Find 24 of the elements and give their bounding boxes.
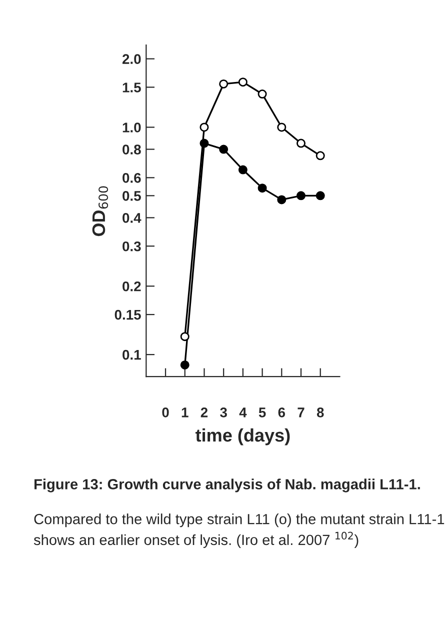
x-tick-label: 7 [298, 408, 304, 418]
y-tick-label: 0.1 [122, 350, 141, 360]
y-tick-label: 0.15 [114, 310, 141, 320]
y-axis-title: OD$_{600}$ [92, 186, 108, 236]
y-tick-label: 1.0 [122, 122, 141, 132]
y-tick-label: 0.5 [122, 191, 141, 201]
y-tick-label: 2.0 [122, 54, 141, 64]
y-tick-label: 0.6 [122, 173, 141, 183]
x-tick-label: 6 [278, 408, 286, 418]
text: Compared to the wild type strain L11 (o) the mutant strain L11-1 shows an earlier onset of lysis. (Iro et al. 2007 $^{102}$) [34, 514, 444, 548]
y-tick-label: 0.8 [122, 144, 141, 154]
x-tick-label: 2 [200, 408, 208, 418]
x-tick-label: 3 [220, 408, 227, 418]
x-tick-label: 0 [162, 408, 169, 418]
y-tick-label: 0.2 [122, 281, 141, 292]
y-tick-label: 0.4 [122, 213, 142, 223]
x-tick-label: 5 [258, 408, 266, 418]
x-axis-title: time (days) [196, 428, 290, 446]
caption: Figure 13: Growth curve analysis of Nab. magadii L11-1. [34, 478, 420, 492]
x-tick-label: 8 [316, 408, 324, 418]
x-tick-label: 4 [239, 408, 247, 418]
y-tick-label: 1.5 [122, 82, 141, 92]
x-tick-label: 1 [182, 408, 188, 418]
y-tick-label: 0.3 [122, 241, 141, 252]
